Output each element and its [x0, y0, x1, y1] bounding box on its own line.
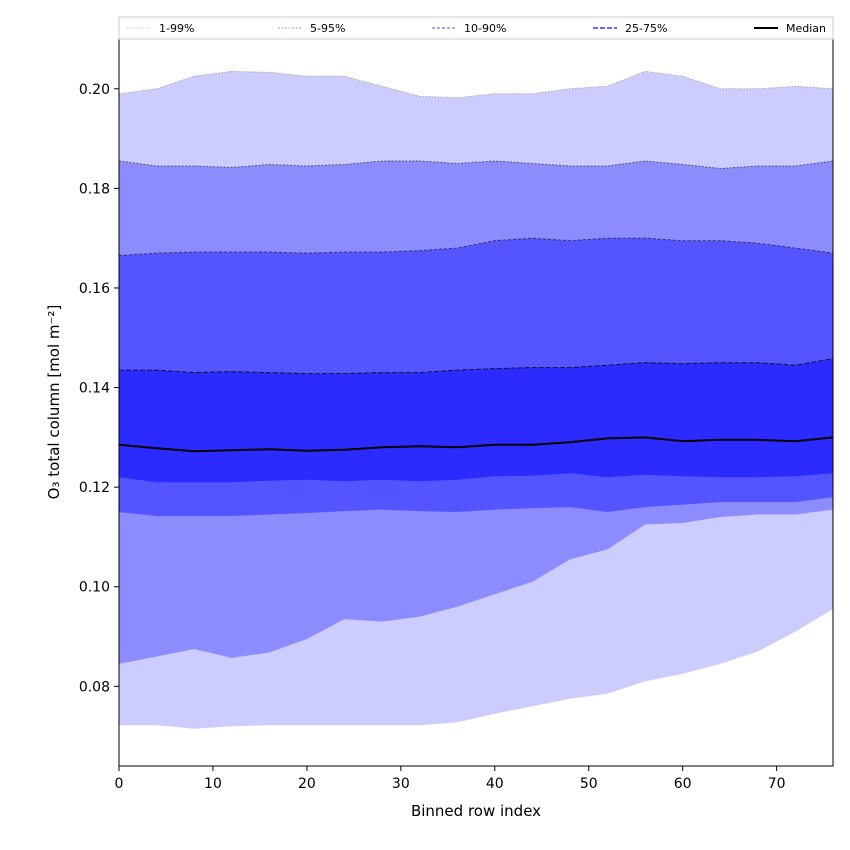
- bands-layer: [118, 70, 834, 729]
- band-5-95-upper-edge: [118, 160, 834, 170]
- x-tick-label: 50: [580, 776, 598, 792]
- y-tick-label: 0.16: [79, 281, 110, 297]
- x-axis: 0 10 20 30 40 50 60 70: [115, 766, 786, 792]
- x-tick-label: 40: [486, 776, 504, 792]
- legend-label-2: 5-95%: [310, 22, 345, 35]
- legend-label-1: 1-99%: [159, 22, 194, 35]
- legend-label-4: 25-75%: [625, 22, 667, 35]
- x-tick-label: 60: [674, 776, 692, 792]
- y-axis: 0.08 0.10 0.12 0.14 0.16 0.18 0.20: [79, 82, 119, 695]
- x-tick-label: 0: [115, 776, 124, 792]
- y-tick-label: 0.14: [79, 381, 110, 397]
- legend: 1-99% 5-95% 10-90% 25-75% Median: [118, 16, 834, 40]
- y-tick-label: 0.12: [79, 480, 110, 496]
- legend-label-3: 10-90%: [464, 22, 506, 35]
- x-tick-label: 30: [392, 776, 410, 792]
- x-tick-label: 10: [204, 776, 222, 792]
- y-axis-label: O₃ total column [mol m⁻²]: [45, 305, 63, 500]
- y-tick-label: 0.18: [79, 181, 110, 197]
- y-tick-label: 0.10: [79, 580, 110, 596]
- y-tick-label: 0.20: [79, 82, 110, 98]
- legend-frame: [118, 16, 834, 40]
- band-25-75-upper-edge: [119, 358, 834, 375]
- median-layer: [118, 436, 834, 453]
- band-25-75: [119, 358, 833, 483]
- x-tick-label: 70: [768, 776, 786, 792]
- x-tick-label: 20: [298, 776, 316, 792]
- x-axis-label: Binned row index: [411, 802, 541, 820]
- band-10-90-upper-edge: [118, 237, 834, 257]
- band-1-99-upper-edge: [118, 70, 834, 99]
- median-line: [118, 436, 834, 453]
- legend-label-5: Median: [786, 22, 826, 35]
- y-tick-label: 0.08: [79, 679, 110, 695]
